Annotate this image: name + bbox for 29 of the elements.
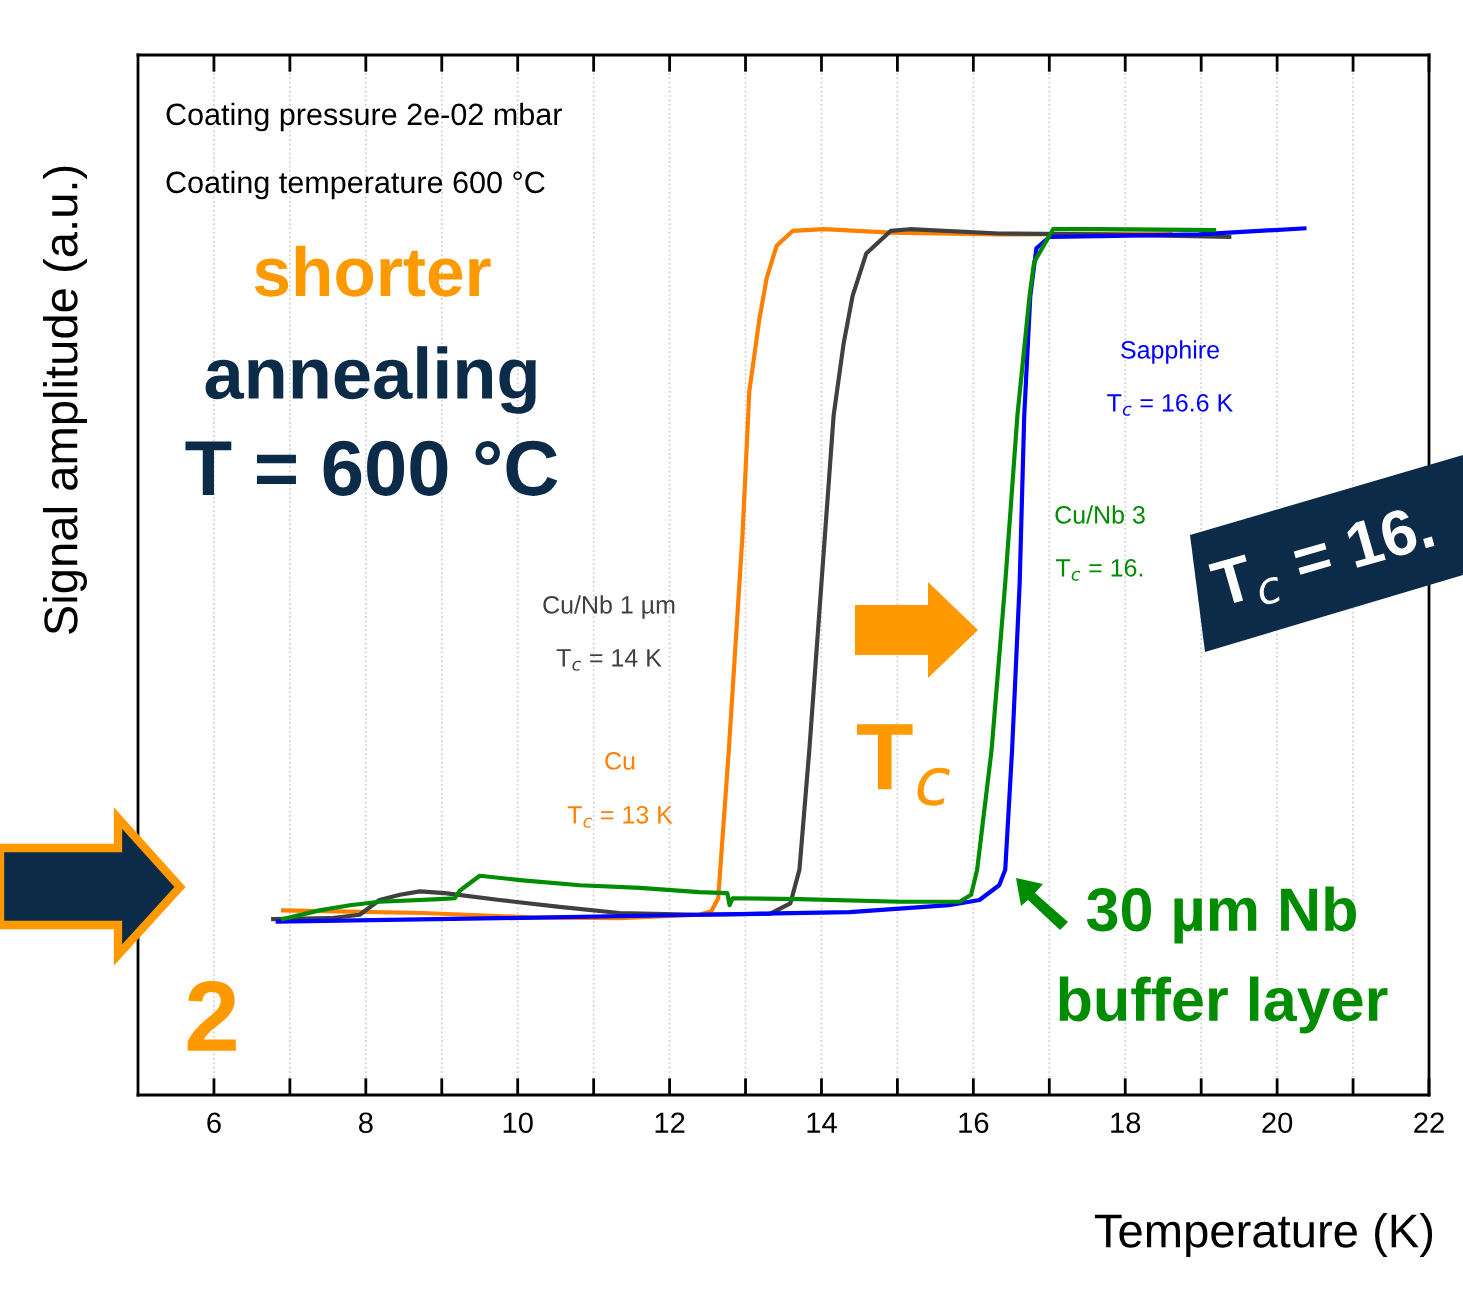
x-tick-label: 22 — [1414, 1112, 1444, 1133]
text: Coating temperature 600 °C — [166, 170, 545, 200]
x-tick-label: 8 — [358, 1112, 373, 1134]
x-tick-label: 18 — [1111, 1112, 1141, 1134]
text: Cu/Nb 1 µm — [543, 595, 675, 619]
annotation: T$_{c}$ — [856, 724, 950, 806]
x-tick-label: 12 — [655, 1112, 685, 1133]
annotation: 2 — [187, 981, 236, 1051]
text: Sapphire — [1121, 340, 1219, 364]
text: Coating pressure 2e-02 mbar — [166, 102, 562, 132]
x-tick-label: 6 — [207, 1112, 221, 1134]
annotation: T = 600 °C — [185, 440, 558, 496]
text: Cu — [605, 752, 635, 770]
annotation: T$_{c}$ = 16. — [1208, 502, 1438, 618]
annotation: buffer layer — [1059, 976, 1388, 1034]
x-axis-title: Temperature (K) — [1094, 1212, 1433, 1258]
annotation: T$_{c}$ = 16. — [1055, 558, 1143, 581]
annotation: T$_{c}$ = 14 K — [556, 649, 662, 671]
y-axis-title: Signal amplitude (a.u.) — [42, 166, 88, 635]
annotation: T$_{c}$ = 13 K — [567, 805, 673, 828]
annotation: shorter — [254, 245, 491, 297]
annotation: T$_{c}$ = 16.6 K — [1107, 393, 1233, 416]
x-tick-label: 10 — [503, 1112, 533, 1134]
x-tick-label: 20 — [1262, 1112, 1293, 1134]
x-tick-label: 16 — [959, 1112, 989, 1134]
series-label: Cu/Nb 3 — [1055, 505, 1145, 524]
annotation: annealing — [205, 346, 536, 414]
annotation: 30 µm Nb — [1086, 886, 1356, 944]
x-tick-label: 14 — [807, 1112, 837, 1133]
